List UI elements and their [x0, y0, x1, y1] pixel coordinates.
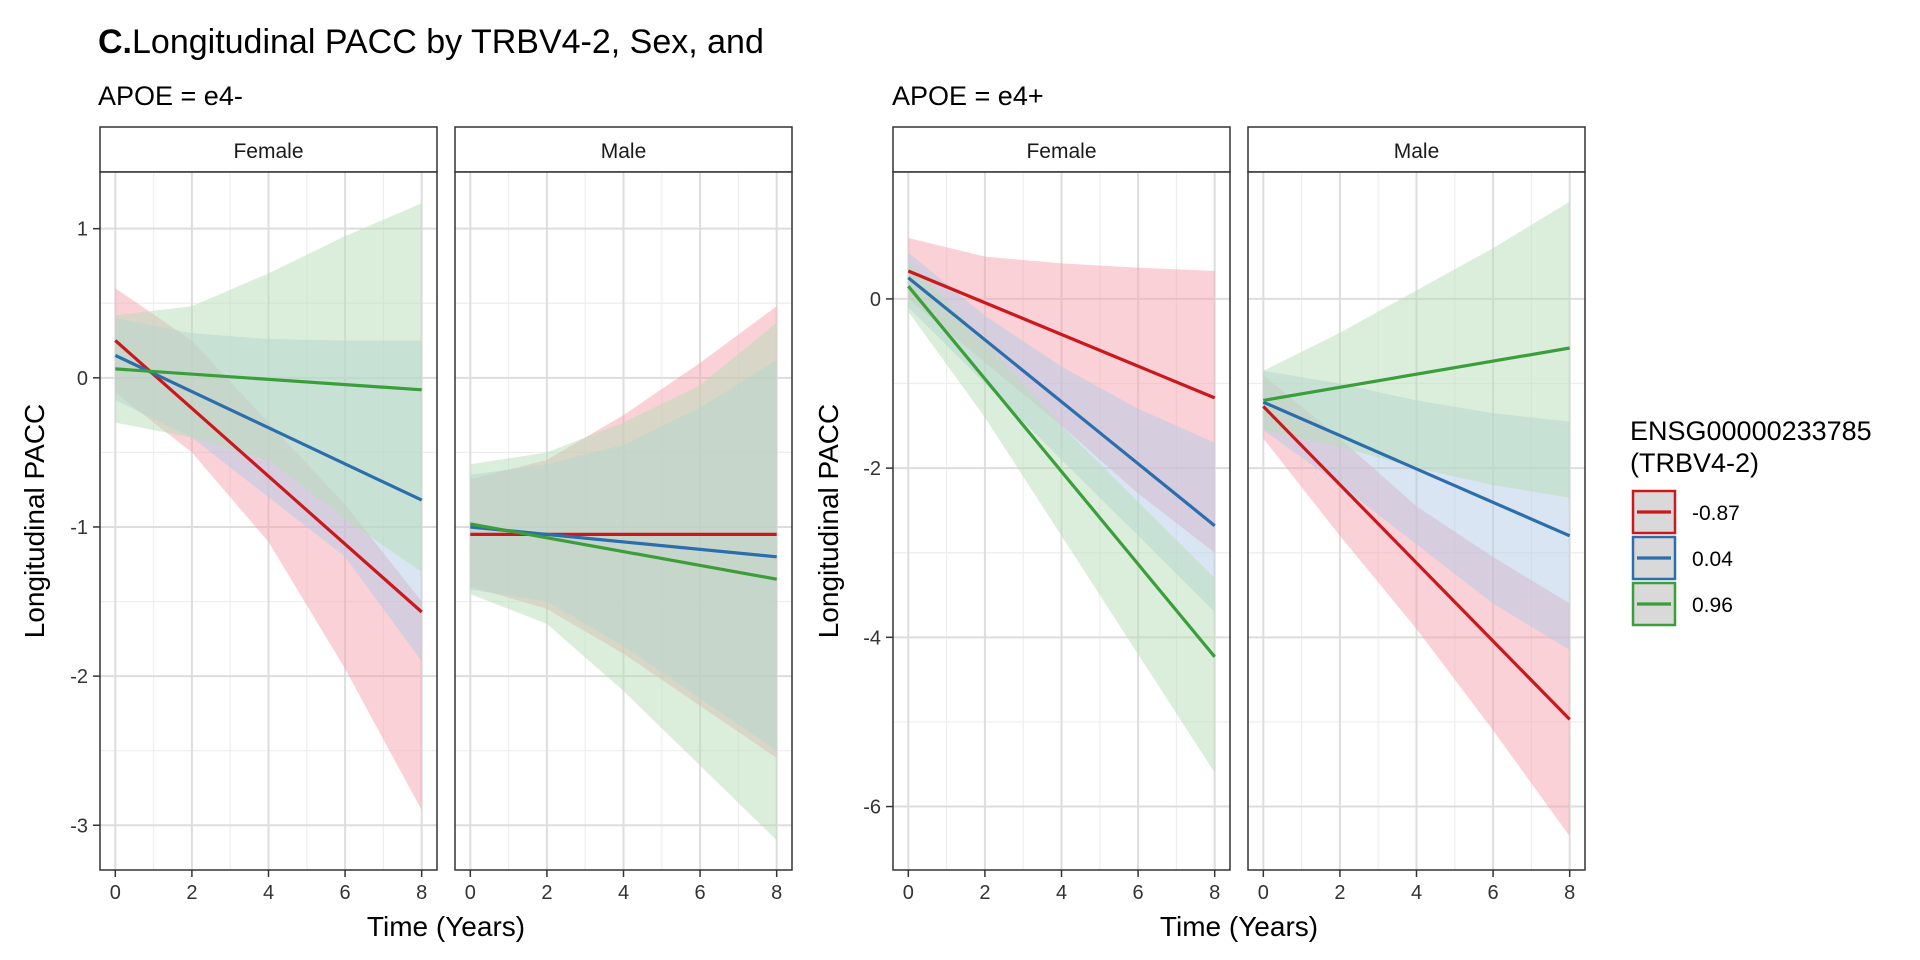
facet-panel-female: Female 0 2 4 6 8	[892, 126, 1231, 904]
legend-title-line2: (TRBV4-2)	[1630, 448, 1759, 478]
x-tick-label: 4	[263, 882, 274, 904]
facet-strip-label: Male	[1394, 140, 1440, 163]
legend-label: 0.04	[1692, 548, 1733, 571]
x-tick-label: 2	[541, 882, 552, 904]
y-tick-label: -3	[70, 815, 88, 837]
facet-strip	[892, 126, 1231, 173]
legend-items: -0.87 0.04 0.96	[1631, 489, 1740, 627]
trend-line--0.87	[1262, 405, 1571, 721]
subplot-subtitle: APOE = e4-	[98, 81, 243, 111]
legend-label: 0.96	[1692, 594, 1733, 617]
facet-strip-label: Male	[601, 140, 647, 163]
x-tick-label: 8	[1209, 882, 1220, 904]
x-axis-label: Time (Years)	[1160, 911, 1318, 942]
x-tick-label: 0	[903, 882, 914, 904]
y-tick-label: -2	[70, 666, 88, 688]
x-tick-label: 2	[186, 882, 197, 904]
x-tick-label: 0	[110, 882, 121, 904]
x-tick-label: 8	[416, 882, 427, 904]
x-tick-label: 2	[1334, 882, 1345, 904]
chart-title: C.Longitudinal PACC by TRBV4-2, Sex, and	[98, 23, 764, 61]
x-tick-label: 4	[1411, 882, 1422, 904]
legend: ENSG00000233785 (TRBV4-2) -0.87 0.04 0.96	[1630, 416, 1872, 627]
confidence-band-0.96	[1263, 201, 1570, 498]
x-tick-label: 8	[1564, 882, 1575, 904]
x-tick-label: 8	[771, 882, 782, 904]
confidence-band-0.96	[908, 260, 1215, 773]
x-tick-label: 0	[1258, 882, 1269, 904]
facet-panel-male: Male 0 2 4 6 8	[454, 126, 793, 904]
facet-strip	[99, 126, 438, 173]
x-axis-label: Time (Years)	[367, 911, 525, 942]
trend-line-0.96	[1263, 346, 1570, 402]
x-tick-label: 0	[465, 882, 476, 904]
x-tick-label: 4	[1056, 882, 1067, 904]
facet-panel-male: Male 0 2 4 6 8	[1247, 126, 1586, 904]
confidence-band-0.96	[470, 322, 777, 841]
facet-strip-label: Female	[233, 140, 303, 163]
confidence-band--0.87	[1263, 375, 1570, 837]
x-tick-label: 6	[340, 882, 351, 904]
y-tick-label: 0	[77, 368, 88, 390]
confidence-band-0.96	[115, 203, 422, 572]
trend-line-0.96	[115, 367, 422, 392]
x-tick-label: 2	[979, 882, 990, 904]
trend-line-0.04	[907, 276, 1216, 527]
facet-strip-label: Female	[1026, 140, 1096, 163]
subplot-subtitle: APOE = e4+	[892, 81, 1044, 111]
y-tick-label: 1	[77, 219, 88, 241]
legend-label: -0.87	[1692, 502, 1740, 525]
y-axis-label: Longitudinal PACC	[19, 404, 50, 639]
legend-item: 0.04	[1631, 535, 1733, 581]
x-tick-label: 6	[695, 882, 706, 904]
facet-strip	[1247, 126, 1586, 173]
facet-strip	[454, 126, 793, 173]
legend-item: 0.96	[1631, 581, 1733, 627]
y-tick-label: -2	[863, 458, 881, 480]
legend-item: -0.87	[1631, 489, 1740, 535]
facet-group-2: APOE = e4+ Longitudinal PACC 0 -2 -4 -6 Female…	[813, 81, 1586, 942]
trend-line-0.04	[1262, 400, 1571, 538]
x-tick-label: 6	[1133, 882, 1144, 904]
y-tick-label: -6	[863, 797, 881, 819]
trend-line-0.04	[114, 353, 423, 502]
chart-title-text: Longitudinal PACC by TRBV4-2, Sex, and	[132, 23, 764, 61]
legend-title-line1: ENSG00000233785	[1630, 416, 1872, 446]
y-tick-label: -1	[70, 517, 88, 539]
trend-line--0.87	[907, 269, 1216, 400]
trend-line--0.87	[114, 339, 423, 614]
y-tick-label: 0	[870, 289, 881, 311]
facet-group-1: APOE = e4- Longitudinal PACC 1 0 -1 -2 -3 Femal…	[19, 81, 793, 942]
trend-line-0.96	[907, 285, 1216, 658]
x-tick-label: 6	[1488, 882, 1499, 904]
trend-line-0.96	[470, 522, 777, 581]
y-tick-label: -4	[863, 627, 881, 649]
y-axis-label: Longitudinal PACC	[813, 404, 844, 639]
chart-title-bold: C.	[98, 23, 132, 61]
facet-panel-female: Female 0 2 4 6 8	[99, 126, 438, 904]
plot-area: APOE = e4- Longitudinal PACC 1 0 -1 -2 -3 Femal…	[19, 81, 1586, 942]
x-tick-label: 4	[618, 882, 629, 904]
